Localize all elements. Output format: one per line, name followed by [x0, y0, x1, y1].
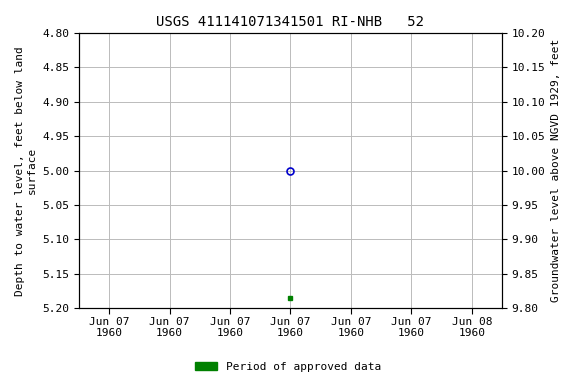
Y-axis label: Groundwater level above NGVD 1929, feet: Groundwater level above NGVD 1929, feet	[551, 39, 561, 302]
Title: USGS 411141071341501 RI-NHB   52: USGS 411141071341501 RI-NHB 52	[157, 15, 425, 29]
Y-axis label: Depth to water level, feet below land
surface: Depth to water level, feet below land su…	[15, 46, 37, 296]
Legend: Period of approved data: Period of approved data	[191, 358, 385, 377]
